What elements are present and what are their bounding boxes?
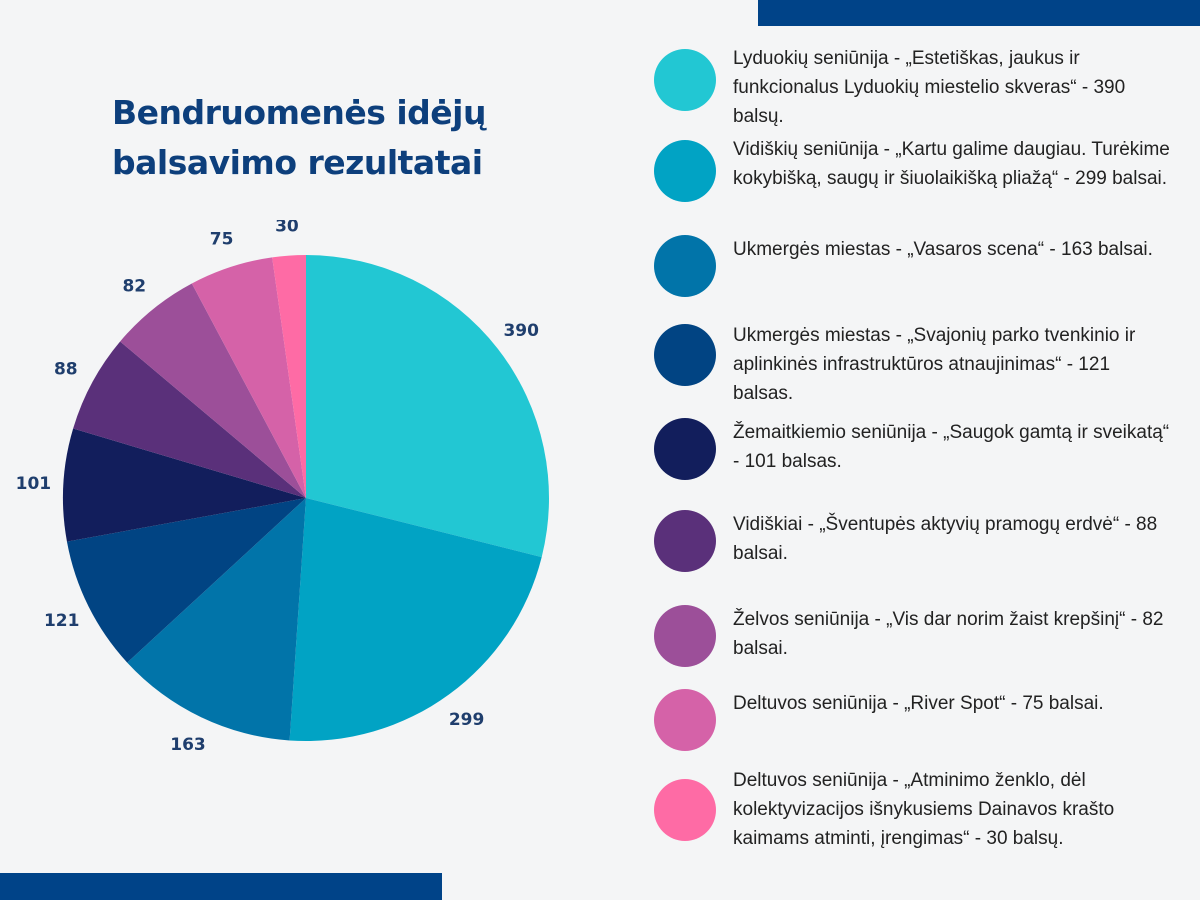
pie-chart: 390 299 163 121 101 88 82 75 30 xyxy=(16,220,549,755)
legend-swatch-icon xyxy=(654,140,716,202)
slice-value-label: 82 xyxy=(122,277,146,297)
legend-swatch-icon xyxy=(654,605,716,667)
legend-swatch-icon xyxy=(654,324,716,386)
pie-slice-163 xyxy=(127,498,306,741)
pie-slice-390 xyxy=(306,255,549,558)
legend-label: Želvos seniūnija - „Vis dar norim žaist … xyxy=(733,609,1164,659)
slice-value-label: 121 xyxy=(44,611,80,631)
pie-slice-82 xyxy=(120,283,306,498)
slice-value-label: 30 xyxy=(275,220,299,237)
pie-slice-101 xyxy=(63,428,306,542)
slice-value-label: 101 xyxy=(16,474,52,494)
legend-swatch-icon xyxy=(654,418,716,480)
legend-label: Vidiškių seniūnija - „Kartu galime daugi… xyxy=(733,139,1170,189)
legend-label: Vidiškiai - „Šventupės aktyvių pramogų e… xyxy=(733,514,1158,564)
legend-label: Žemaitkiemio seniūnija - „Saugok gamtą i… xyxy=(733,422,1170,472)
slice-value-label: 88 xyxy=(54,359,78,379)
pie-slice-299 xyxy=(289,498,542,742)
pie-slice-121 xyxy=(66,498,306,663)
pie-slice-88 xyxy=(73,341,306,498)
bottom-accent-bar xyxy=(0,873,442,900)
chart-title: Bendruomenės idėjų balsavimo rezultatai xyxy=(112,93,486,182)
legend-swatch-icon xyxy=(654,779,716,841)
slice-value-label: 163 xyxy=(170,735,206,755)
legend-swatch-icon xyxy=(654,689,716,751)
legend-label: Deltuvos seniūnija - „Atminimo ženklo, d… xyxy=(733,770,1115,849)
slice-value-label: 299 xyxy=(449,710,485,730)
legend-swatch-icon xyxy=(654,49,716,111)
legend-label: Ukmergės miestas - „Vasaros scena“ - 163… xyxy=(733,239,1153,260)
legend-swatch-icon xyxy=(654,235,716,297)
legend-label: Ukmergės miestas - „Svajonių parko tvenk… xyxy=(733,325,1136,404)
slice-value-label: 390 xyxy=(503,321,539,341)
legend-label: Deltuvos seniūnija - „River Spot“ - 75 b… xyxy=(733,693,1104,714)
top-accent-bar xyxy=(758,0,1200,26)
pie-slice-75 xyxy=(191,257,306,498)
legend-swatch-icon xyxy=(654,510,716,572)
legend-label: Lyduokių seniūnija - „Estetiškas, jaukus… xyxy=(733,48,1126,127)
slice-value-label: 75 xyxy=(210,229,234,249)
pie-slice-30 xyxy=(272,255,306,498)
